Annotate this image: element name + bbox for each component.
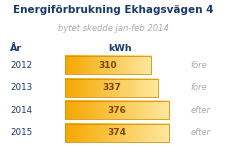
Text: 337: 337 (102, 83, 121, 92)
Bar (65, 101, 169, 119)
Text: 376: 376 (108, 106, 126, 115)
Text: 2014: 2014 (10, 106, 32, 115)
Text: 2013: 2013 (10, 83, 32, 92)
Text: kWh: kWh (109, 44, 132, 53)
Bar (65, 56, 151, 74)
Text: 2015: 2015 (10, 129, 32, 137)
Text: efter: efter (191, 129, 211, 137)
Text: 2012: 2012 (10, 61, 32, 69)
Text: 374: 374 (107, 129, 126, 137)
Text: Energiförbrukning Ekhagsvägen 4: Energiförbrukning Ekhagsvägen 4 (13, 5, 214, 15)
Text: efter: efter (191, 106, 211, 115)
Bar (65, 79, 158, 97)
Text: före: före (191, 61, 207, 69)
Text: bytet skedde jan-feb 2014: bytet skedde jan-feb 2014 (58, 24, 169, 33)
Text: År: År (10, 44, 22, 53)
Text: 310: 310 (99, 61, 117, 69)
Bar (65, 124, 169, 142)
Text: före: före (191, 83, 207, 92)
